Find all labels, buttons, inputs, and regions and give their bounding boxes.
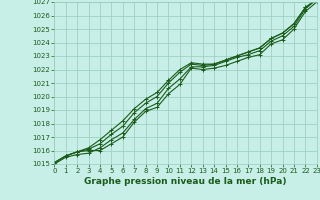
X-axis label: Graphe pression niveau de la mer (hPa): Graphe pression niveau de la mer (hPa) bbox=[84, 177, 287, 186]
